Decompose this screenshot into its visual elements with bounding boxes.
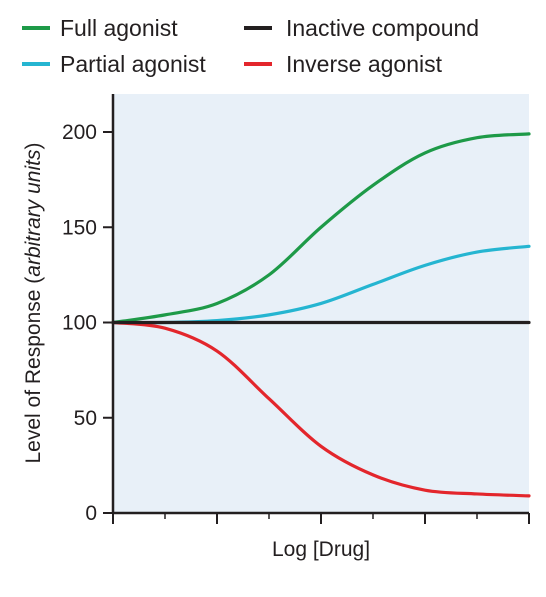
y-tick-label: 0 (85, 502, 97, 525)
legend-label-inactive-compound: Inactive compound (286, 15, 479, 41)
legend: Full agonist Inactive compound Partial a… (22, 15, 479, 77)
legend-item-partial-agonist: Partial agonist (22, 51, 206, 77)
y-tick-label: 50 (74, 407, 97, 430)
y-ticks: 0 50 100 150 200 (62, 121, 113, 525)
y-axis-label-italic: arbitrary units (22, 149, 45, 277)
y-tick-label: 200 (62, 121, 97, 144)
y-axis-label-close: ) (22, 143, 45, 150)
y-tick-label: 150 (62, 216, 97, 239)
legend-label-inverse-agonist: Inverse agonist (286, 51, 443, 77)
legend-item-full-agonist: Full agonist (22, 15, 178, 41)
legend-label-full-agonist: Full agonist (60, 15, 178, 41)
y-axis-label: Level of Response (arbitrary units) (22, 143, 45, 464)
series-lines (111, 132, 531, 498)
x-ticks (112, 513, 530, 524)
legend-label-partial-agonist: Partial agonist (60, 51, 206, 77)
legend-item-inactive-compound: Inactive compound (244, 15, 479, 41)
legend-item-inverse-agonist: Inverse agonist (244, 51, 443, 77)
y-tick-label: 100 (62, 312, 97, 335)
series-line-inverse-agonist (111, 320, 531, 498)
series-line-full-agonist (111, 132, 531, 325)
y-axis-label-main: Level of Response ( (22, 277, 45, 464)
x-axis-label: Log [Drug] (272, 538, 370, 561)
